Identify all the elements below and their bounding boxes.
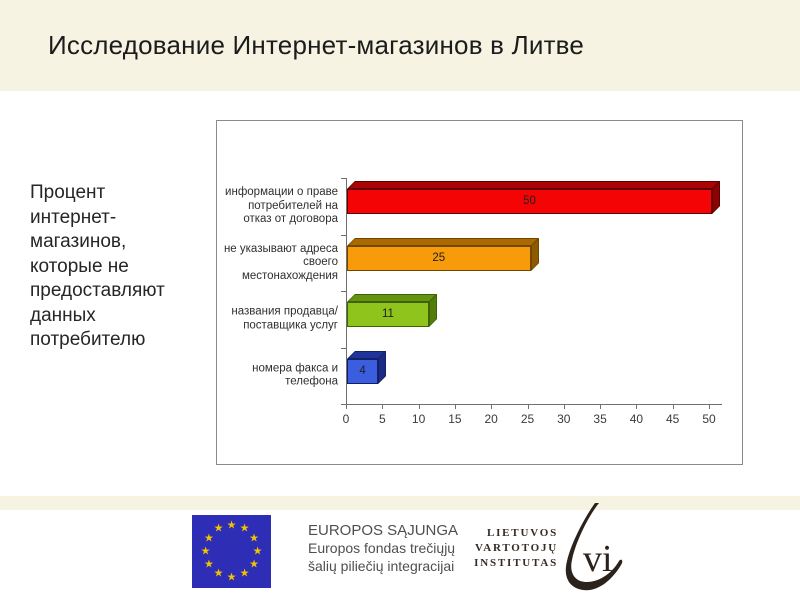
- x-axis-tick-label: 25: [520, 412, 535, 426]
- bar-chart: 0 5 10 15 20 25 30 35 40 45 50 информации о праве п…: [216, 120, 743, 465]
- lvi-line1: LIETUVOS: [486, 527, 558, 539]
- category-tick: [341, 404, 346, 405]
- eu-star-icon: ★: [204, 532, 214, 544]
- x-axis-tick: [636, 404, 638, 409]
- eu-star-icon: ★: [200, 545, 211, 557]
- eu-star-icon: ★: [239, 522, 250, 535]
- x-axis-tick: [527, 404, 529, 409]
- lvi-institute-name: LIETUVOS VARTOTOJŲ INSTITUTAS: [452, 526, 558, 571]
- lvi-mark-text: vi: [583, 538, 613, 580]
- eu-caption-line1: EUROPOS SĄJUNGA: [308, 522, 459, 539]
- bar-segment: 25: [347, 245, 531, 271]
- x-axis-tick: [600, 404, 602, 409]
- x-axis-tick: [382, 404, 384, 409]
- bar-segment: 4: [347, 358, 379, 384]
- eu-star-icon: ★: [249, 558, 259, 570]
- footer-band: [0, 510, 800, 600]
- bar-value-label: 25: [432, 251, 446, 264]
- x-axis-tick-label: 0: [342, 412, 350, 426]
- eu-flag-icon: ★ ★ ★ ★ ★ ★ ★ ★ ★ ★ ★ ★: [192, 515, 271, 588]
- eu-star-icon: ★: [226, 519, 237, 531]
- lvi-logo-icon: vi: [556, 502, 628, 594]
- bar-value-label: 11: [381, 308, 394, 320]
- x-axis-tick-label: 45: [666, 412, 680, 426]
- category-label: номера факса и телефона: [252, 362, 338, 388]
- lvi-line3: INSTITUTAS: [474, 557, 558, 569]
- left-note-text: Процент интернет- магазинов, которые не …: [30, 182, 165, 350]
- title-band: [0, 0, 800, 91]
- category-label: информации о праве потребителей на отказ…: [225, 186, 338, 225]
- eu-star-icon: ★: [204, 558, 214, 570]
- x-axis-line: [346, 404, 722, 405]
- x-axis-tick-label: 20: [484, 412, 498, 426]
- x-axis-tick-label: 30: [557, 412, 571, 426]
- x-axis-tick-label: 5: [378, 412, 386, 426]
- eu-caption-line2: Europos fondas trečiųjų: [308, 540, 456, 556]
- bar-segment: 50: [347, 189, 712, 214]
- category-tick: [341, 291, 346, 292]
- x-axis-tick-label: 15: [448, 412, 462, 426]
- category-tick: [341, 347, 346, 349]
- eu-star-icon: ★: [252, 545, 263, 557]
- lvi-swoosh: [565, 503, 623, 591]
- category-tick: [341, 178, 346, 179]
- bar-value-label: 4: [359, 364, 366, 377]
- divider-band: [0, 496, 800, 510]
- x-axis-tick-label: 50: [702, 412, 716, 426]
- eu-star-icon: ★: [249, 532, 259, 544]
- x-axis-tick: [709, 404, 710, 409]
- eu-caption-line3: šalių piliečių integracijai: [308, 557, 455, 574]
- x-axis-tick: [418, 404, 420, 409]
- eu-star-icon: ★: [213, 522, 224, 535]
- eu-star-icon: ★: [213, 567, 224, 580]
- eu-caption: EUROPOS SĄJUNGA Europos fondas trečiųjų …: [308, 522, 458, 575]
- eu-star-icon: ★: [239, 567, 250, 580]
- x-axis-tick-label: 40: [629, 412, 644, 426]
- category-tick: [341, 234, 346, 236]
- bar-value-label: 50: [523, 195, 536, 207]
- x-axis-tick-label: 10: [411, 412, 426, 426]
- x-axis-tick: [563, 404, 565, 409]
- y-axis-line: [346, 178, 347, 404]
- eu-star-icon: ★: [226, 571, 237, 583]
- category-label: названия продавца/поставщика услуг: [231, 305, 338, 332]
- bar-segment: 11: [347, 302, 429, 327]
- lvi-line2: VARTOTOJŲ: [474, 542, 558, 554]
- category-label: не указывают адреса своего местонахожден…: [223, 242, 338, 282]
- x-axis-tick: [346, 404, 347, 409]
- x-axis-tick-label: 35: [593, 412, 607, 426]
- x-axis-tick: [672, 404, 674, 409]
- x-axis-tick: [491, 404, 493, 409]
- x-axis-tick: [454, 404, 456, 409]
- slide-title: Исследование Интернет-магазинов в Литве: [48, 30, 585, 60]
